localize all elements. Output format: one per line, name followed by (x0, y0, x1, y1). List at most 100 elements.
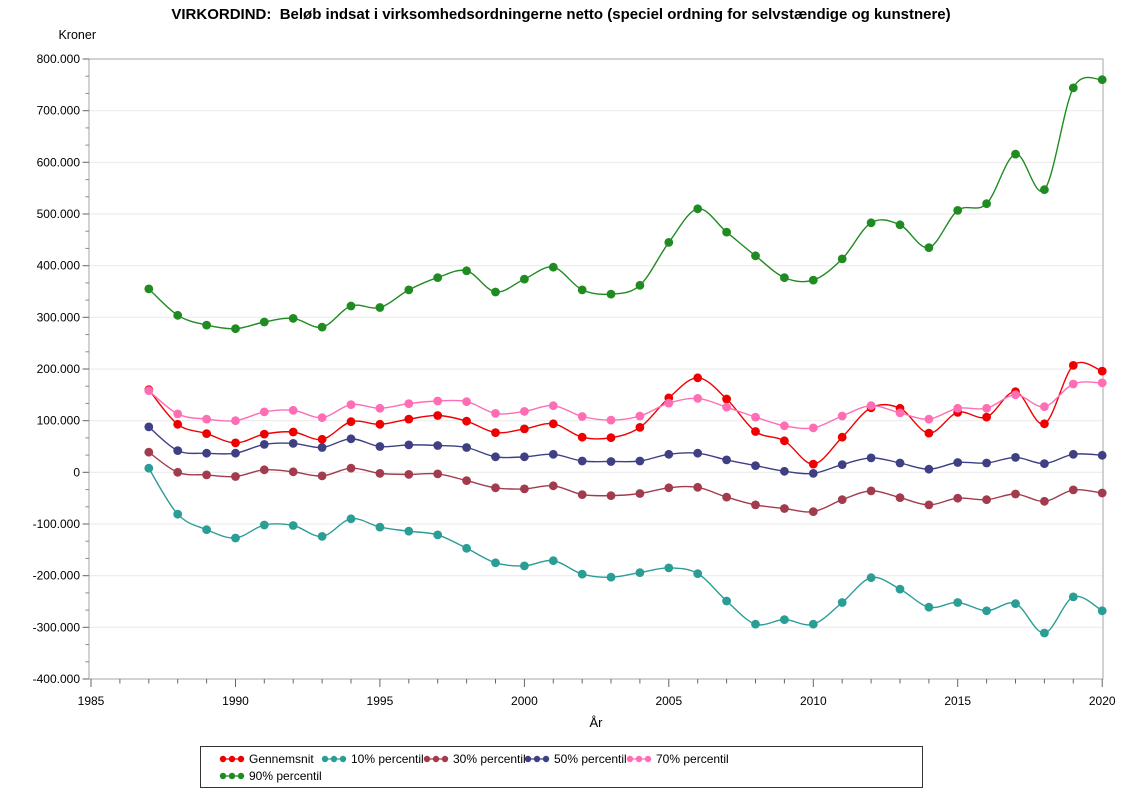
data-point-10-percentil (895, 584, 905, 594)
series-70-percentil (144, 378, 1107, 433)
data-point-gennemsnit (780, 436, 789, 446)
y-tick-label: 0 (73, 465, 80, 479)
y-tick-label: 300.000 (37, 310, 81, 324)
data-point-90-percentil (548, 262, 558, 272)
data-point-90-percentil (491, 287, 500, 297)
data-point-50-percentil (520, 452, 529, 462)
data-point-50-percentil (1040, 459, 1049, 468)
data-point-10-percentil (520, 561, 529, 571)
data-point-gennemsnit (288, 427, 298, 437)
plot-area: 800.000 700.000 600.000 500.000 400.000 300.0… (33, 52, 1116, 708)
data-point-50-percentil (202, 448, 212, 458)
x-tick-label: 1985 (78, 694, 105, 708)
data-point-gennemsnit (751, 427, 760, 436)
data-point-70-percentil (288, 405, 298, 415)
data-point-gennemsnit (346, 417, 356, 427)
data-point-30-percentil (635, 489, 645, 498)
data-point-30-percentil (751, 500, 760, 510)
data-point-gennemsnit (1040, 419, 1049, 429)
data-point-gennemsnit (433, 411, 443, 420)
legend-marker-icon (219, 772, 245, 780)
x-tick-label: 2000 (511, 694, 538, 708)
data-point-30-percentil (433, 469, 443, 479)
data-point-90-percentil (837, 254, 847, 264)
data-point-gennemsnit (577, 432, 587, 442)
data-point-30-percentil (548, 481, 558, 491)
data-point-gennemsnit (808, 459, 818, 469)
data-point-90-percentil (1068, 83, 1078, 93)
series-line-50-percentil (148, 426, 1103, 475)
data-point-70-percentil (520, 407, 529, 416)
data-point-10-percentil (491, 558, 500, 568)
data-point-90-percentil (317, 322, 327, 332)
data-point-gennemsnit (375, 419, 385, 429)
data-point-50-percentil (346, 434, 356, 444)
data-point-70-percentil (1068, 379, 1078, 389)
legend-marker-icon (524, 755, 550, 763)
data-point-90-percentil (231, 324, 240, 334)
data-point-70-percentil (953, 403, 963, 413)
y-tick-label: -100.000 (33, 517, 81, 531)
y-tick-label: 100.000 (37, 414, 81, 428)
y-tick-label: -200.000 (33, 569, 81, 583)
data-point-90-percentil (606, 289, 616, 299)
data-point-10-percentil (1011, 599, 1020, 608)
y-tick-label: 500.000 (37, 207, 81, 221)
data-point-gennemsnit (173, 419, 183, 429)
data-point-10-percentil (202, 525, 212, 535)
data-point-gennemsnit (317, 434, 327, 444)
legend-item-gennemsnit: Gennemsnit (219, 752, 314, 766)
data-point-90-percentil (173, 310, 183, 320)
legend-label: 70% percentil (656, 752, 729, 766)
series-line-90-percentil (148, 76, 1103, 330)
data-point-30-percentil (866, 486, 876, 496)
data-point-30-percentil (1040, 496, 1049, 506)
data-point-70-percentil (895, 408, 905, 418)
data-point-90-percentil (693, 204, 703, 214)
data-point-50-percentil (953, 458, 963, 467)
data-point-10-percentil (433, 530, 443, 540)
data-point-30-percentil (664, 483, 674, 493)
data-point-70-percentil (751, 412, 760, 422)
data-point-30-percentil (837, 495, 847, 505)
data-point-90-percentil (202, 320, 212, 330)
data-point-10-percentil (173, 509, 183, 519)
data-point-50-percentil (635, 456, 645, 466)
data-point-gennemsnit (606, 433, 616, 443)
data-point-30-percentil (491, 483, 500, 493)
data-point-70-percentil (231, 416, 240, 426)
data-point-10-percentil (1040, 628, 1049, 638)
x-tick-label: 1995 (367, 694, 394, 708)
series-gennemsnit (144, 361, 1107, 469)
legend-item-50-percentil: 50% percentil (524, 752, 627, 766)
data-point-70-percentil (606, 415, 616, 425)
series-90-percentil (144, 75, 1107, 334)
data-point-10-percentil (144, 463, 154, 473)
data-point-50-percentil (808, 469, 818, 478)
data-point-50-percentil (693, 448, 703, 458)
data-point-30-percentil (144, 447, 154, 457)
data-point-90-percentil (780, 273, 789, 282)
data-point-30-percentil (1068, 485, 1078, 495)
data-point-30-percentil (173, 467, 183, 477)
data-point-10-percentil (664, 563, 674, 573)
data-point-30-percentil (346, 463, 356, 473)
data-point-90-percentil (1011, 149, 1020, 159)
data-point-90-percentil (982, 199, 991, 209)
y-tick-label: 400.000 (37, 259, 81, 273)
y-tick-label: 600.000 (37, 155, 81, 169)
data-point-10-percentil (982, 606, 991, 616)
data-point-70-percentil (924, 414, 934, 424)
legend-item-10-percentil: 10% percentil (321, 752, 424, 766)
series-line-70-percentil (148, 381, 1103, 430)
data-point-10-percentil (548, 556, 558, 566)
data-point-10-percentil (375, 522, 385, 532)
series-line-10-percentil (148, 467, 1103, 634)
legend-item-90-percentil: 90% percentil (219, 769, 322, 783)
data-point-50-percentil (491, 452, 500, 462)
data-point-gennemsnit (837, 432, 847, 442)
data-point-50-percentil (259, 440, 269, 449)
data-point-gennemsnit (259, 429, 269, 439)
data-point-70-percentil (1040, 402, 1049, 412)
